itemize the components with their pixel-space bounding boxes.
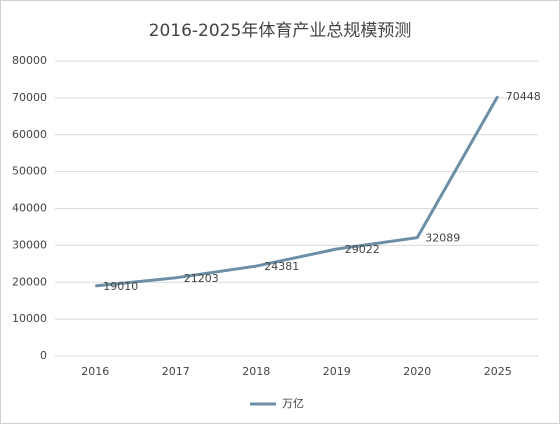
x-tick-label: 2017 [162,365,190,378]
data-label: 21203 [184,272,219,285]
y-tick-label: 0 [40,349,47,362]
x-tick-label: 2018 [242,365,270,378]
y-tick-label: 40000 [12,202,47,215]
y-tick-label: 30000 [12,238,47,251]
y-tick-label: 20000 [12,275,47,288]
y-tick-label: 50000 [12,165,47,178]
x-tick-label: 2016 [81,365,109,378]
y-tick-label: 10000 [12,312,47,325]
line-series [95,95,500,288]
y-tick-label: 70000 [12,91,47,104]
legend-label: 万亿 [282,397,304,410]
x-tick-label: 2020 [403,365,431,378]
data-label: 29022 [345,243,380,256]
data-label: 70448 [506,90,541,103]
chart-title: 2016-2025年体育产业总规模预测 [149,21,412,41]
x-tick-label: 2025 [484,365,512,378]
y-tick-label: 80000 [12,54,47,67]
data-label: 19010 [103,280,138,293]
data-label: 24381 [264,260,299,273]
data-label: 32089 [425,232,460,245]
x-tick-label: 2019 [323,365,351,378]
y-tick-label: 60000 [12,128,47,141]
